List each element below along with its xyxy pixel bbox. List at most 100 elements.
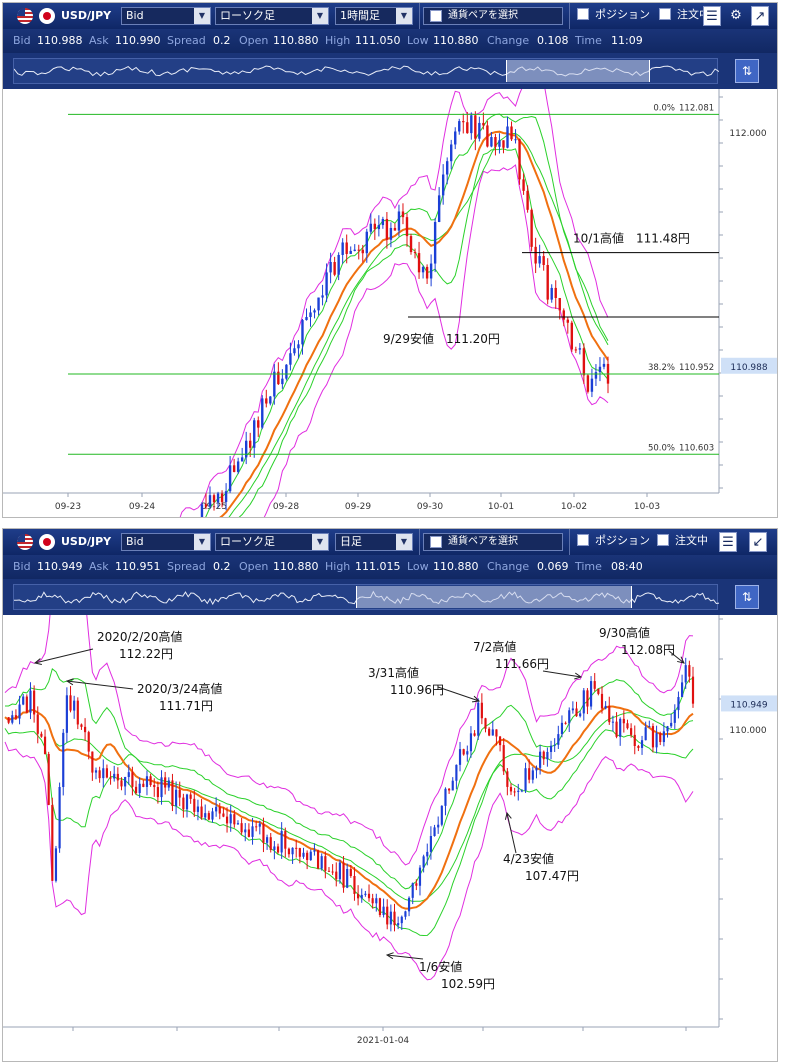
navigator-scroll-button[interactable]: ⇅ — [735, 585, 759, 609]
high-label: High — [325, 560, 351, 573]
candle-body — [297, 344, 300, 349]
price-type-select[interactable]: Bid ▼ — [121, 533, 211, 551]
collapse-arrow-icon[interactable]: ↙ — [749, 532, 767, 552]
candle-body — [251, 826, 254, 837]
candle-body — [524, 768, 527, 791]
annotation-arrow-line — [386, 954, 424, 960]
candle-body — [509, 786, 513, 792]
bollinger-lower-1 — [4, 728, 694, 937]
candle-body — [673, 710, 676, 723]
candle-body — [411, 883, 414, 898]
navigator-scroll-button[interactable]: ⇅ — [735, 59, 759, 83]
select-pair-button[interactable]: 通貨ペアを選択 — [423, 7, 563, 25]
candle-body — [554, 287, 557, 298]
menu-icon[interactable]: ☰ — [703, 6, 721, 26]
candle-body — [287, 848, 291, 855]
price-tick-label: 110.000 — [729, 726, 766, 736]
candle-body — [557, 734, 560, 745]
open-label: Open — [239, 34, 269, 47]
candle-body — [233, 814, 236, 825]
orders-checkbox[interactable] — [659, 8, 671, 20]
toolbar-divider — [419, 529, 420, 555]
candle-body — [361, 249, 364, 254]
candle-body — [648, 726, 651, 728]
candle-body — [87, 732, 90, 752]
candle-body — [417, 253, 421, 273]
annotation-title: 7/2高値 — [473, 639, 516, 654]
chart-type-value: ローソク足 — [220, 535, 275, 548]
select-pair-button[interactable]: 通貨ペアを選択 — [423, 533, 563, 551]
candle-body — [131, 772, 134, 787]
chart-type-select[interactable]: ローソク足 ▼ — [215, 533, 329, 551]
candle-body — [138, 783, 141, 794]
candle-body — [91, 751, 94, 773]
hourly-price-chart[interactable]: 112.000110.000109.00009-2309-2409-2509-2… — [3, 89, 778, 518]
current-price-label: 110.949 — [730, 700, 767, 710]
annotation-price: 111.66円 — [495, 657, 549, 671]
menu-icon[interactable]: ☰ — [719, 532, 737, 552]
candle-body — [295, 847, 298, 849]
candle-body — [298, 848, 301, 857]
candle-body — [473, 733, 476, 736]
us-flag-icon — [17, 534, 33, 550]
candle-body — [208, 495, 212, 507]
bollinger-lower-1 — [238, 148, 609, 517]
candle-body — [506, 771, 509, 787]
candle-body — [520, 790, 523, 792]
navigator-track[interactable] — [13, 584, 719, 610]
price-type-select[interactable]: Bid ▼ — [121, 7, 211, 25]
candle-body — [127, 772, 130, 778]
chart-type-select[interactable]: ローソク足 ▼ — [215, 7, 329, 25]
candle-body — [389, 911, 392, 925]
high-label: High — [325, 34, 351, 47]
candle-body — [568, 710, 571, 724]
candle-body — [611, 721, 615, 723]
position-checkbox[interactable] — [577, 534, 589, 546]
daily-price-chart[interactable]: 110.000 2021-01-04 110.949 2020/2/20高値 112.2… — [3, 615, 778, 1062]
candle-body — [615, 721, 618, 737]
candle-body — [444, 788, 447, 806]
timeframe-select[interactable]: 日足 ▼ — [335, 533, 413, 551]
candle-body — [466, 122, 469, 134]
candle-body — [594, 372, 598, 379]
candle-body — [506, 126, 509, 148]
navigator-selection-handle[interactable] — [506, 60, 650, 82]
expand-arrow-icon[interactable]: ↗ — [751, 6, 769, 26]
currency-pair-label[interactable]: USD/JPY — [61, 535, 112, 548]
candle-body — [240, 457, 244, 462]
gear-icon[interactable]: ⚙ — [730, 8, 742, 23]
navigator-selection-handle[interactable] — [356, 586, 632, 608]
candle-body — [574, 349, 578, 351]
candle-body — [593, 681, 596, 689]
position-checkbox[interactable] — [577, 8, 589, 20]
timeframe-select[interactable]: 1時間足 ▼ — [335, 7, 413, 25]
currency-pair-label[interactable]: USD/JPY — [61, 9, 112, 22]
candle-body — [494, 137, 497, 147]
high-value: 111.050 — [355, 34, 401, 47]
candle-body — [269, 837, 272, 850]
chart-toolbar: USD/JPY Bid ▼ ローソク足 ▼ 日足 ▼ 通貨ペアを選択 ポジション… — [3, 529, 777, 555]
candle-body — [633, 734, 636, 747]
chart-toolbar: USD/JPY Bid ▼ ローソク足 ▼ 1時間足 ▼ 通貨ペアを選択 ポジシ… — [3, 3, 777, 29]
candle-body — [204, 813, 207, 818]
candle-body — [458, 749, 462, 765]
annotation-price: 111.71円 — [159, 699, 213, 713]
orders-checkbox[interactable] — [657, 534, 669, 546]
candle-body — [25, 696, 28, 713]
candle-body — [145, 776, 149, 787]
candle-body — [498, 736, 502, 746]
candle-body — [255, 826, 258, 828]
candle-body — [684, 665, 687, 683]
navigator-track[interactable] — [13, 58, 719, 84]
candle-body — [590, 378, 594, 392]
bid-value: 110.988 — [37, 34, 83, 47]
candle-body — [474, 115, 477, 139]
candle-body — [570, 322, 574, 350]
candle-body — [550, 287, 553, 300]
candle-body — [397, 211, 401, 231]
candle-body — [542, 751, 545, 760]
candle-body — [94, 770, 98, 773]
candle-body — [637, 746, 640, 748]
candle-body — [415, 883, 418, 886]
current-price-tag — [721, 357, 777, 374]
